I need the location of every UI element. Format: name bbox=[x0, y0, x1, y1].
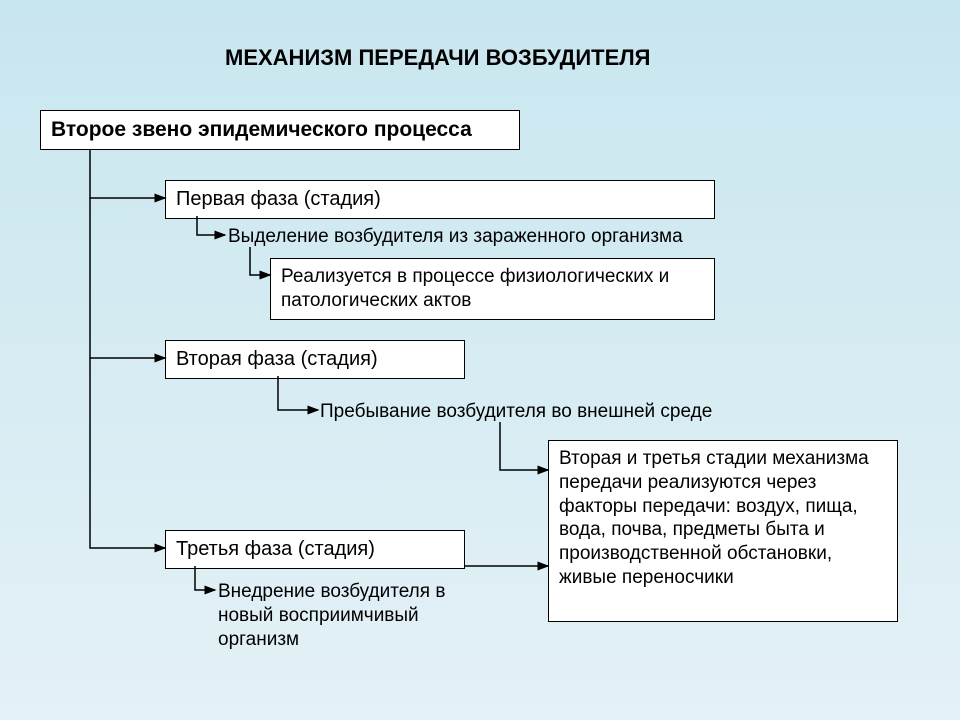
box-phase2: Вторая фаза (стадия) bbox=[165, 340, 465, 379]
box-phase3: Третья фаза (стадия) bbox=[165, 530, 465, 569]
label-phase2-sub: Пребывание возбудителя во внешней среде bbox=[320, 400, 820, 424]
box-phase2-3-detail: Вторая и третья стадии механизма передач… bbox=[548, 440, 898, 622]
diagram-title: МЕХАНИЗМ ПЕРЕДАЧИ ВОЗБУДИТЕЛЯ bbox=[225, 45, 651, 71]
box-phase1: Первая фаза (стадия) bbox=[165, 180, 715, 219]
label-phase1-sub: Выделение возбудителя из зараженного орг… bbox=[228, 225, 748, 249]
box-phase1-detail: Реализуется в процессе физиологических и… bbox=[270, 258, 715, 320]
label-phase3-sub: Внедрение возбудителя в новый восприимчи… bbox=[218, 580, 478, 651]
box-root: Второе звено эпидемического процесса bbox=[40, 110, 520, 150]
